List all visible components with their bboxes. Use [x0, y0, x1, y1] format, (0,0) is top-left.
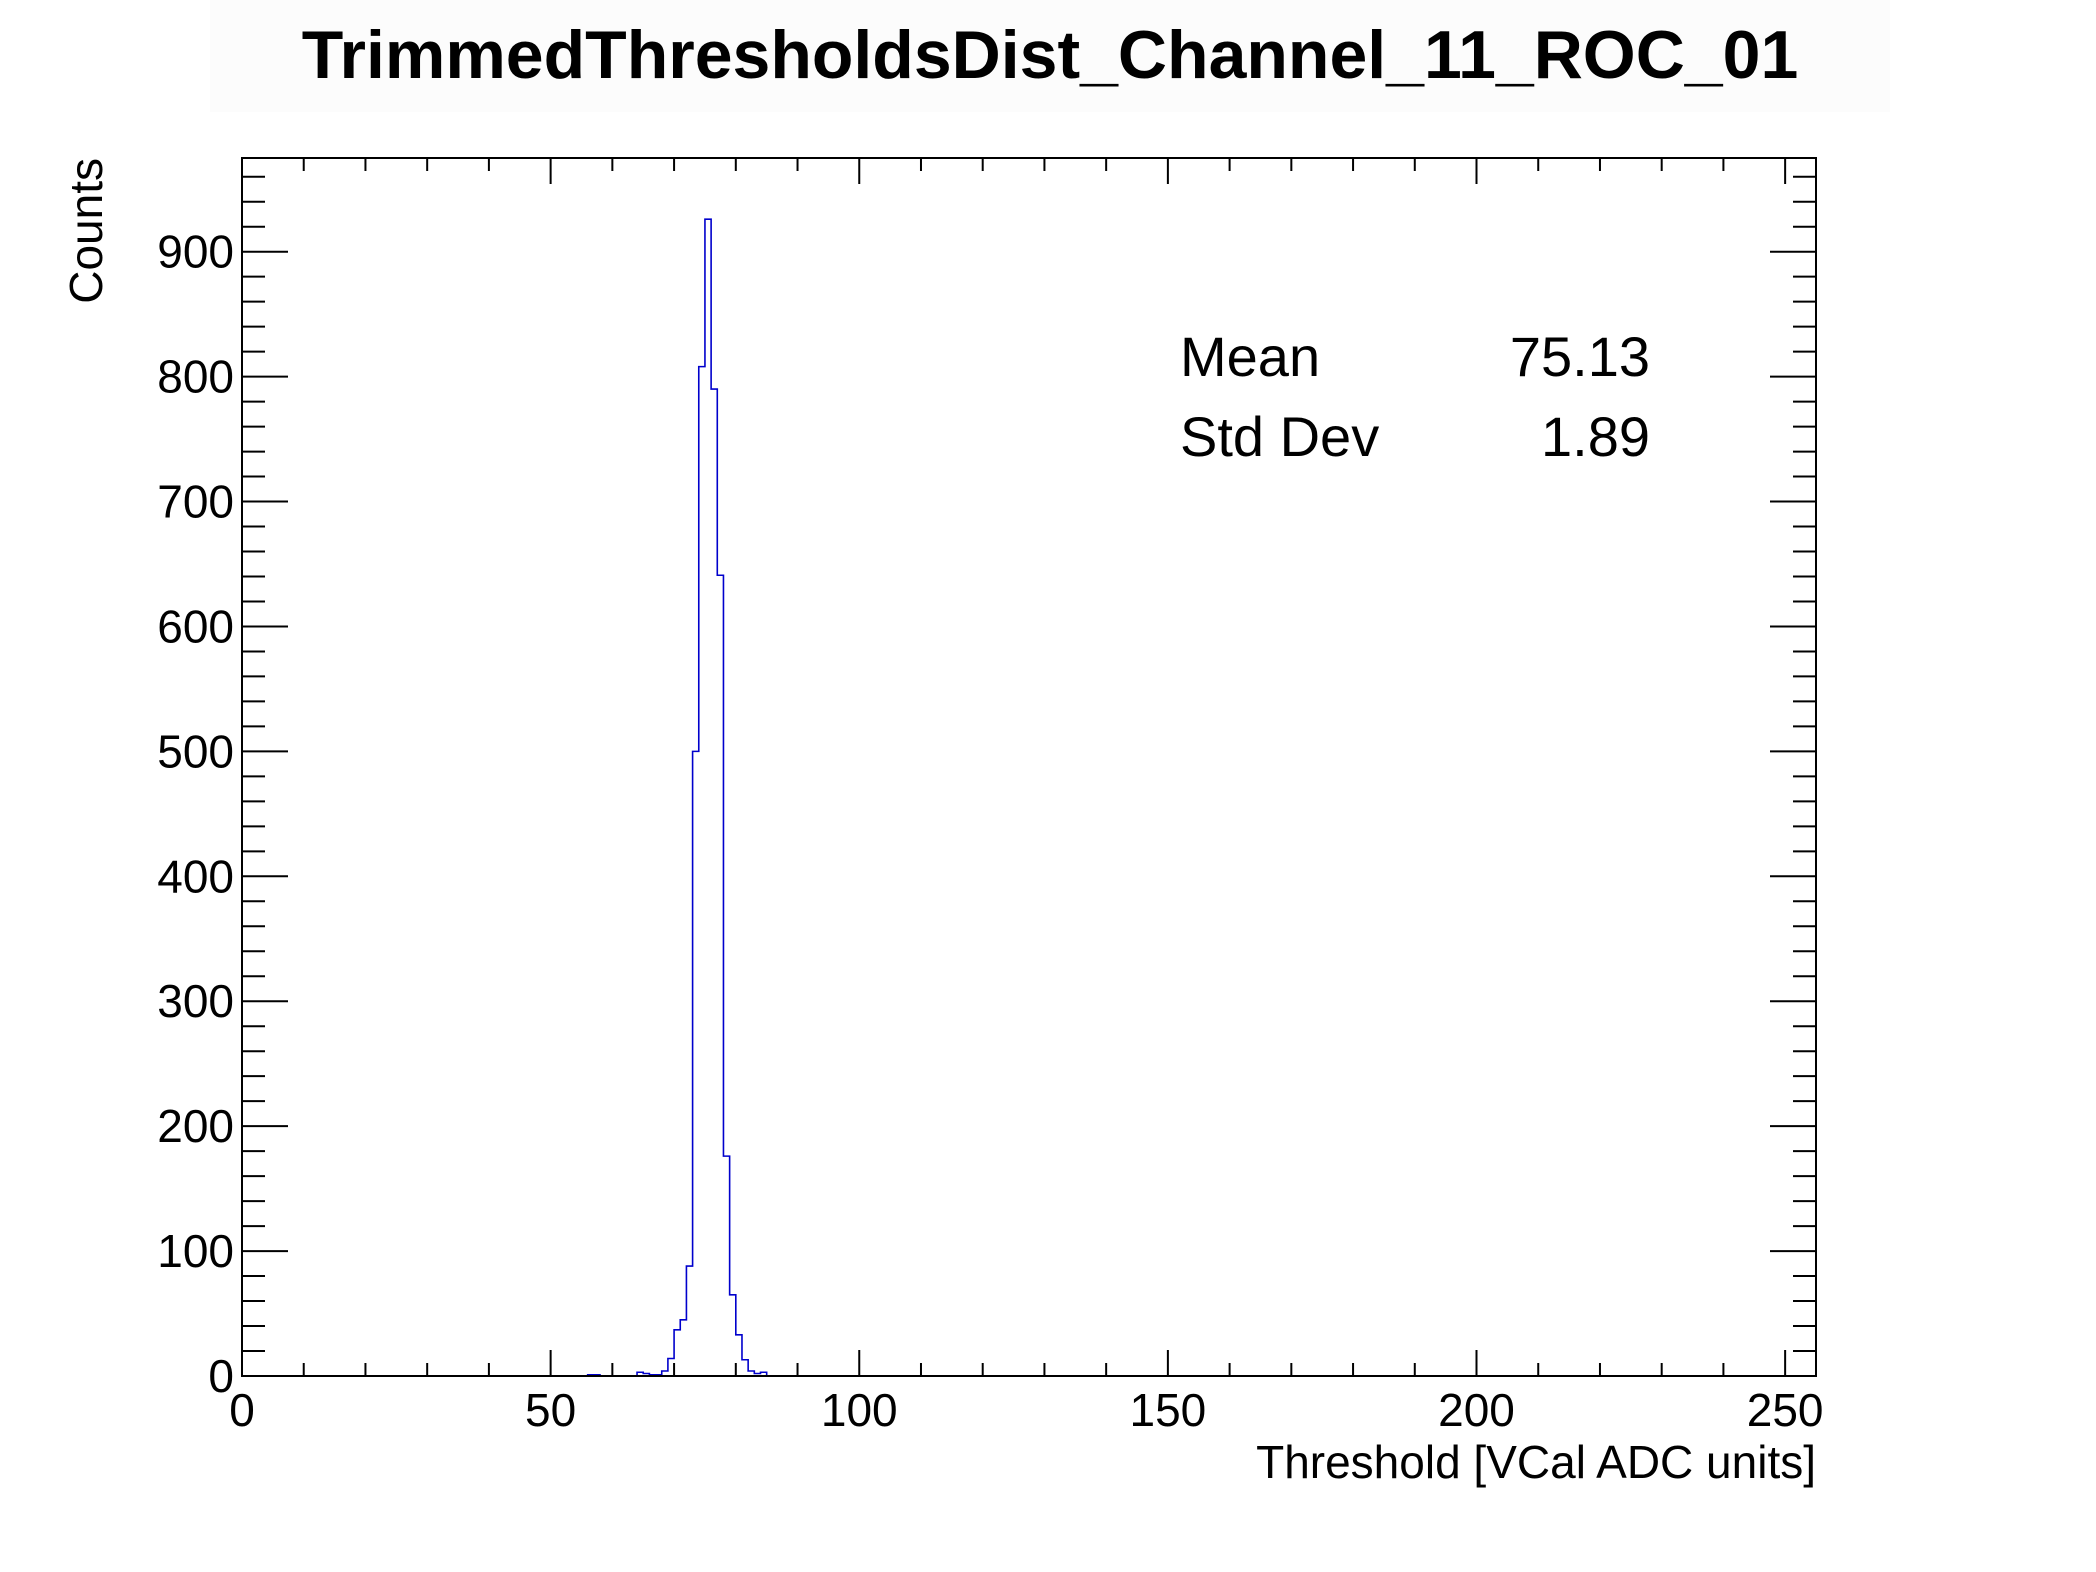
stats-stddev-label: Std Dev	[1180, 405, 1379, 468]
stats-mean-value: 75.13	[1510, 325, 1650, 388]
y-tick-label: 700	[157, 476, 234, 528]
stats-stddev-value: 1.89	[1541, 405, 1650, 468]
x-tick-label: 200	[1438, 1384, 1515, 1436]
plot-frame	[241, 157, 1817, 1377]
tick-labels: 0 50 100 150 200 250 0 100 200 300 400 500 600 700 800…	[157, 226, 1823, 1436]
y-tick-label: 600	[157, 600, 234, 652]
stats-mean-label: Mean	[1180, 325, 1320, 388]
y-tick-label: 0	[208, 1350, 234, 1402]
y-tick-label: 900	[157, 226, 234, 278]
x-axis-label: Threshold [VCal ADC units]	[1256, 1436, 1816, 1488]
x-tick-label: 250	[1747, 1384, 1824, 1436]
y-tick-label: 100	[157, 1225, 234, 1277]
y-tick-label: 400	[157, 850, 234, 902]
title-box	[210, 0, 1890, 112]
x-tick-label: 50	[525, 1384, 576, 1436]
chart-title: TrimmedThresholdsDist_Channel_11_ROC_01	[302, 17, 1799, 93]
y-tick-label: 500	[157, 725, 234, 777]
y-axis-label: Counts	[60, 158, 112, 304]
y-tick-label: 300	[157, 975, 234, 1027]
y-tick-label: 200	[157, 1100, 234, 1152]
x-tick-label: 100	[821, 1384, 898, 1436]
axis-ticks	[241, 158, 1816, 1377]
x-tick-label: 150	[1130, 1384, 1207, 1436]
y-tick-label: 800	[157, 351, 234, 403]
stats-box: Mean 75.13 Std Dev 1.89	[1180, 325, 1650, 468]
x-tick-label: 0	[229, 1384, 255, 1436]
